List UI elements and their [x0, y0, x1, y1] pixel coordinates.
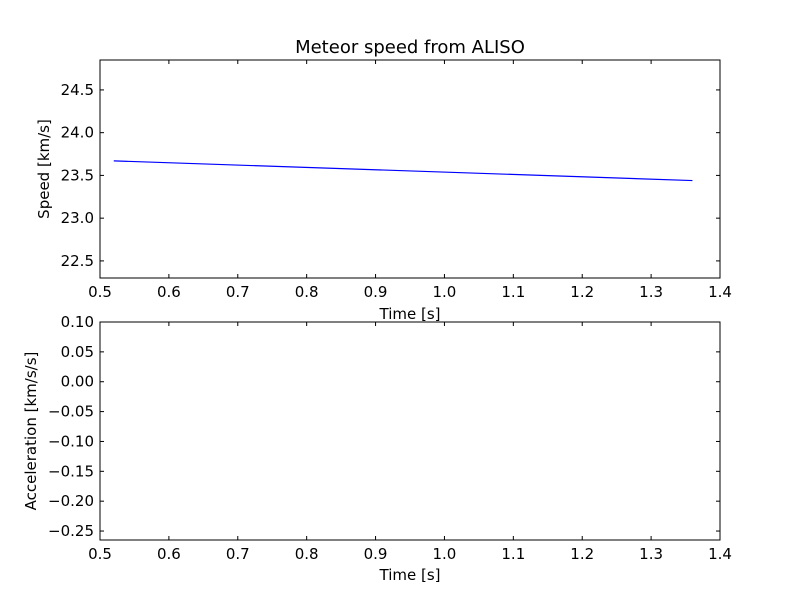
acceleration-y-tick-label: −0.15	[48, 462, 94, 480]
speed-x-tick-label: 0.8	[295, 283, 319, 301]
acceleration-y-tick-label: 0.10	[61, 313, 94, 331]
speed-series-line	[113, 160, 693, 182]
acceleration-x-tick-label: 1.4	[708, 545, 732, 563]
acceleration-y-tick-label: −0.10	[48, 432, 94, 450]
acceleration-plot-frame	[99, 321, 721, 541]
speed-y-axis-label: Speed [km/s]	[35, 119, 53, 219]
acceleration-x-tick-label: 0.9	[364, 545, 388, 563]
acceleration-y-tick-label: −0.05	[48, 403, 94, 421]
speed-x-tick-label: 1.0	[433, 283, 457, 301]
speed-y-tick-label: 23.0	[61, 209, 94, 227]
acceleration-x-ticks: 0.5 0.6 0.7 0.8 0.9 1.0 1.1 1.2 1.3 1.4	[88, 322, 732, 563]
acceleration-y-axis-label: Acceleration [km/s/s]	[22, 352, 40, 511]
acceleration-x-tick-label: 0.5	[88, 545, 112, 563]
speed-x-tick-label: 1.3	[639, 283, 663, 301]
acceleration-y-tick-label: −0.20	[48, 492, 94, 510]
speed-series-layer	[113, 160, 693, 182]
speed-subplot: Meteor speed from ALISO 0.5 0.6 0.7 0.8 0.9 1…	[35, 37, 732, 323]
acceleration-y-tick-label: 0.00	[61, 373, 94, 391]
acceleration-y-ticks: −0.25 −0.20 −0.15 −0.10 −0.05 0.00 0.05 0.10	[48, 313, 720, 540]
speed-y-tick-label: 24.5	[61, 81, 94, 99]
speed-plot-frame	[99, 59, 721, 279]
speed-chart-title: Meteor speed from ALISO	[295, 37, 525, 58]
speed-y-ticks: 22.5 23.0 23.5 24.0 24.5	[61, 81, 720, 270]
speed-y-tick-label: 22.5	[61, 252, 94, 270]
speed-y-tick-label: 24.0	[61, 124, 94, 142]
acceleration-x-tick-label: 1.2	[570, 545, 594, 563]
acceleration-x-tick-label: 1.3	[639, 545, 663, 563]
acceleration-y-tick-label: −0.25	[48, 522, 94, 540]
speed-x-tick-label: 0.7	[226, 283, 250, 301]
acceleration-subplot: 0.5 0.6 0.7 0.8 0.9 1.0 1.1 1.2 1.3 1.4 −0.25−0.2…	[22, 313, 732, 584]
speed-x-ticks: 0.5 0.6 0.7 0.8 0.9 1.0 1.1 1.2 1.3 1.4	[88, 60, 732, 301]
acceleration-x-tick-label: 0.6	[157, 545, 181, 563]
speed-x-axis-label: Time [s]	[379, 305, 441, 323]
acceleration-x-axis-label: Time [s]	[379, 566, 441, 584]
acceleration-x-tick-label: 1.1	[501, 545, 525, 563]
speed-x-tick-label: 0.9	[364, 283, 388, 301]
speed-x-tick-label: 0.5	[88, 283, 112, 301]
speed-y-tick-label: 23.5	[61, 166, 94, 184]
acceleration-x-tick-label: 1.0	[433, 545, 457, 563]
acceleration-y-tick-label: 0.05	[61, 343, 94, 361]
speed-x-tick-label: 1.1	[501, 283, 525, 301]
acceleration-x-tick-label: 0.8	[295, 545, 319, 563]
speed-x-tick-label: 1.4	[708, 283, 732, 301]
speed-x-tick-label: 0.6	[157, 283, 181, 301]
speed-x-tick-label: 1.2	[570, 283, 594, 301]
acceleration-x-tick-label: 0.7	[226, 545, 250, 563]
